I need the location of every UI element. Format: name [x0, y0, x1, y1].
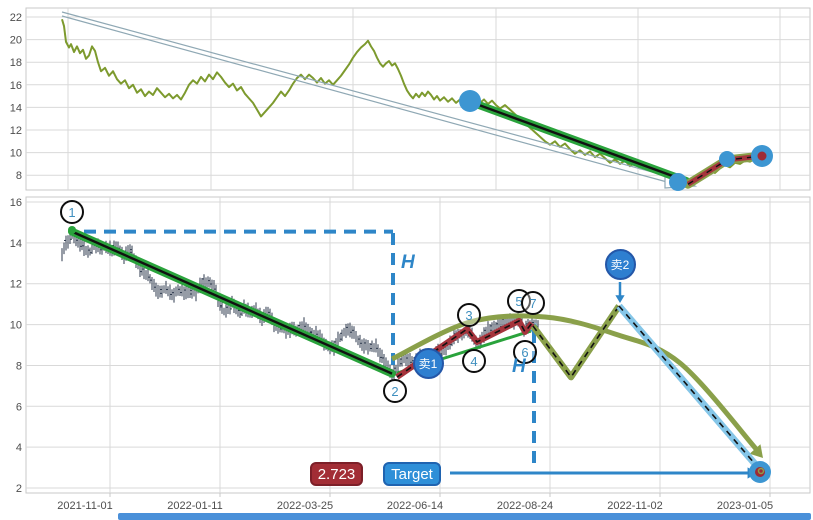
- bottom-panel-ytick-label: 8: [16, 360, 22, 372]
- x-axis-date-label: 2023-01-05: [717, 500, 773, 512]
- top-red-dot: [757, 151, 767, 161]
- sell-2-pointer-arrowhead: [615, 295, 625, 303]
- top-panel-ytick-label: 14: [10, 102, 22, 114]
- wave-point-circle-3[interactable]: 3: [457, 303, 481, 327]
- annotation-layer: [61, 11, 773, 483]
- top-panel-ytick-label: 10: [10, 148, 22, 160]
- wave-point-circle-7[interactable]: 7: [521, 291, 545, 315]
- height-h-label-2: H: [512, 356, 526, 377]
- bottom-green-trend-core: [71, 230, 393, 375]
- olive-zigzag-band: [530, 304, 622, 381]
- x-axis-date-label: 2022-01-11: [167, 500, 222, 512]
- maroon-zigzag-dash-core: [396, 319, 533, 378]
- wedge-arrow-upper-line: [61, 11, 668, 177]
- target-price-value-box[interactable]: 2.723: [310, 462, 363, 486]
- x-axis-date-label: 2022-08-24: [497, 500, 553, 512]
- lightblue-forecast-dash-core: [618, 305, 760, 470]
- target-label-box[interactable]: Target: [383, 462, 441, 486]
- top-blue-dot: [459, 90, 481, 112]
- wave-point-circle-6[interactable]: 6: [513, 340, 537, 364]
- wedge-arrow-lower-line: [61, 15, 668, 183]
- x-axis-date-label: 2021-11-01: [57, 500, 112, 512]
- weekly-price-line: [61, 18, 766, 183]
- bottom-panel-ytick-label: 4: [16, 442, 22, 454]
- x-axis-date-label: 2022-06-14: [387, 500, 443, 512]
- bottom-panel-border: [25, 196, 811, 494]
- top-panel-ytick-label: 22: [10, 12, 22, 24]
- grid-layer: [25, 7, 811, 494]
- forecast-arc-arrowhead: [749, 444, 763, 458]
- height-h-label-1: H: [401, 252, 415, 273]
- top-panel-ytick-label: 18: [10, 57, 22, 69]
- wave-point-circle-1[interactable]: 1: [60, 200, 84, 224]
- wave-point-circle-4[interactable]: 4: [462, 349, 486, 373]
- x-axis-date-label: 2022-03-25: [277, 500, 333, 512]
- top-panel-border: [25, 7, 811, 191]
- sell-2-marker[interactable]: 卖2: [604, 248, 636, 280]
- x-axis-date-label: 2022-11-02: [607, 500, 662, 512]
- top-blue-dot: [669, 173, 687, 191]
- lightblue-forecast-band: [616, 303, 762, 471]
- bottom-panel-ytick-label: 14: [10, 238, 22, 250]
- top-blue-dot: [719, 151, 735, 167]
- bottom-panel-ytick-label: 16: [10, 197, 22, 209]
- wave-point-circle-2[interactable]: 2: [383, 379, 407, 403]
- point-1-dot: [68, 226, 76, 234]
- bottom-panel-ytick-label: 12: [10, 279, 22, 291]
- data-zoom-strip[interactable]: [118, 513, 811, 520]
- top-panel-ytick-label: 8: [16, 170, 22, 182]
- top-green-trend-core: [469, 100, 687, 182]
- top-panel-ytick-label: 20: [10, 35, 22, 47]
- sell-1-marker[interactable]: 卖1: [412, 347, 444, 379]
- bottom-panel-ytick-label: 10: [10, 320, 22, 332]
- forecast-arc-curve: [390, 313, 759, 452]
- bottom-panel-ytick-label: 2: [16, 483, 22, 495]
- top-panel-ytick-label: 12: [10, 125, 22, 137]
- bottom-panel-ytick-label: 6: [16, 401, 22, 413]
- top-panel-ytick-label: 16: [10, 80, 22, 92]
- target-dot-swirl: [757, 467, 765, 475]
